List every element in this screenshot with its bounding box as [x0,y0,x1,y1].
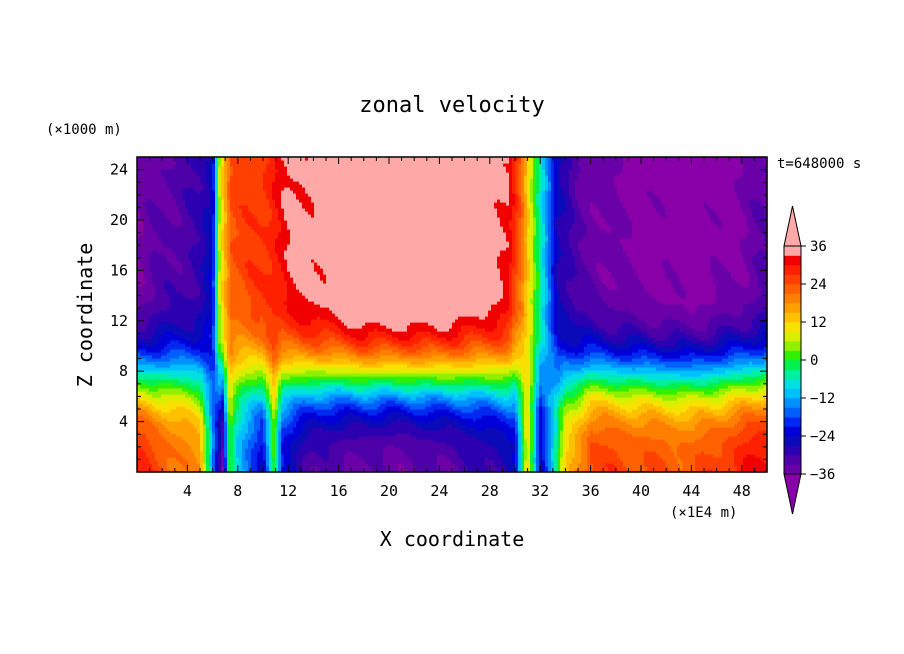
y-unit-label: (×1000 m) [46,122,122,138]
heatmap-field [137,157,768,473]
time-label: t=648000 s [777,156,861,172]
chart-title: zonal velocity [359,93,544,118]
